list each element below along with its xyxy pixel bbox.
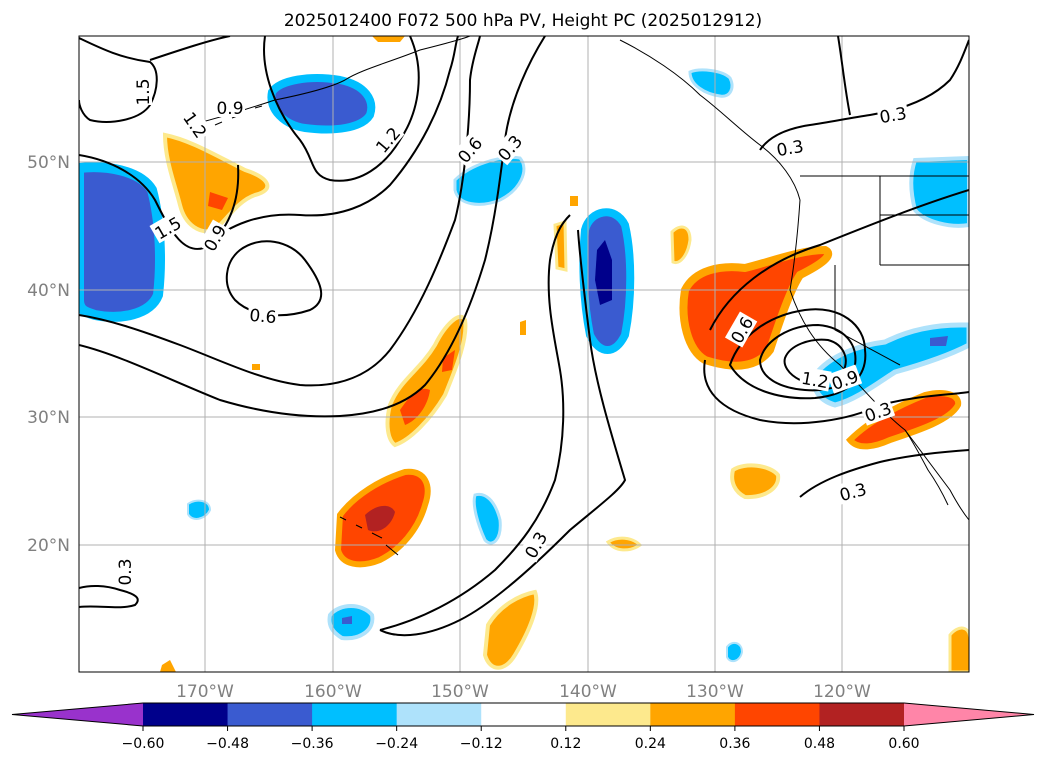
contour-line [759, 39, 969, 151]
colorbar-segment [819, 703, 905, 726]
lon-label: 150°W [431, 682, 489, 702]
baja-coast [904, 429, 949, 506]
colorbar-segment [734, 703, 820, 726]
contour-line [799, 449, 969, 498]
pv-blob [845, 390, 962, 450]
pv-negative-anomalies [79, 68, 969, 663]
lon-label: 140°W [559, 682, 617, 702]
contour-line [149, 36, 420, 182]
lon-labels: 170°W 160°W 150°W 140°W 130°W 120°W [176, 682, 871, 702]
colorbar-tick-label: 0.12 [550, 736, 581, 752]
pv-blob [442, 350, 455, 372]
contour-line [79, 36, 481, 387]
contour-label: 0.9 [216, 99, 243, 119]
pv-blob [372, 36, 405, 42]
contour-line [204, 36, 459, 246]
pv-blob [482, 589, 539, 670]
contour-label: 1.2 [800, 369, 830, 393]
contour-line [79, 154, 240, 250]
map-panel [79, 36, 969, 672]
lat-labels: 50°N 40°N 30°N 20°N [27, 153, 70, 556]
colorbar-tick-label: −0.36 [291, 736, 334, 752]
pv-blob [595, 240, 612, 305]
colorbar-tick-label: 0.36 [719, 736, 750, 752]
hawaii-islands [339, 516, 399, 556]
pv-blob [930, 336, 948, 346]
colorbar-tick-label: −0.12 [460, 736, 503, 752]
colorbar-segment [143, 703, 229, 726]
contour-label: 0.3 [775, 137, 805, 161]
colorbar-segment [481, 703, 567, 726]
colorbar-tick-label: 0.48 [804, 736, 835, 752]
pv-blob [208, 192, 228, 210]
lat-label: 50°N [27, 153, 70, 173]
contour-line [379, 214, 571, 631]
contour-line [225, 240, 323, 317]
colorbar: −0.60 −0.48 −0.36 −0.24 −0.12 0.12 0.24 0.36 0.4… [11, 702, 1035, 752]
pv-blob [670, 225, 692, 265]
pv-blob [365, 505, 395, 532]
lon-label: 160°W [304, 682, 362, 702]
alaska-coast [189, 36, 471, 126]
contour-label: 0.6 [249, 306, 278, 328]
pv-blob [570, 196, 578, 206]
pv-blob [342, 616, 352, 624]
colorbar-segment [650, 703, 736, 726]
pv-blob [688, 68, 734, 98]
pv-blob [909, 155, 969, 228]
figure-title: 2025012400 F072 500 hPa PV, Height PC (2… [284, 11, 762, 31]
contour-line [379, 229, 627, 637]
contour-line [79, 584, 139, 609]
pv-blob [400, 388, 430, 425]
colorbar-tick-label: −0.60 [122, 736, 165, 752]
colorbar-segment [312, 703, 398, 726]
colorbar-tick-label: 0.60 [888, 736, 919, 752]
lat-label: 40°N [27, 281, 70, 301]
contour-label: 1.5 [134, 78, 154, 105]
colorbar-extend-high [904, 703, 1034, 726]
contour-line [837, 36, 851, 116]
colorbar-tick-label: −0.48 [206, 736, 249, 752]
contour-label: 0.3 [116, 558, 136, 585]
contour-label: 0.3 [878, 104, 908, 128]
pv-blob [472, 492, 502, 545]
pv-blob [948, 626, 969, 672]
contour-line [703, 359, 969, 425]
lat-label: 20°N [27, 536, 70, 556]
pv-blob [730, 463, 781, 500]
pv-blob [160, 660, 176, 672]
pv-blob [605, 536, 643, 552]
lon-label: 170°W [176, 682, 234, 702]
colorbar-extend-low [12, 703, 143, 726]
contour-line [728, 308, 867, 400]
pv-blob [726, 641, 744, 663]
colorbar-tick-label: −0.24 [375, 736, 418, 752]
colorbar-segment [227, 703, 313, 726]
colorbar-segment [565, 703, 651, 726]
lon-label: 130°W [686, 682, 744, 702]
pv-blob [162, 132, 270, 234]
us-west-coast [789, 199, 969, 521]
lat-label: 30°N [27, 408, 70, 428]
colorbar-segment [396, 703, 482, 726]
pv-blob [453, 155, 526, 206]
pv-blob [267, 74, 376, 134]
colorbar-tick-label: 0.24 [635, 736, 666, 752]
lon-label: 120°W [813, 682, 871, 702]
pv-blob [252, 364, 260, 370]
bc-coast [619, 39, 801, 201]
pv-blob [520, 320, 526, 335]
map-frame [78, 35, 970, 673]
contour-line [709, 189, 969, 331]
